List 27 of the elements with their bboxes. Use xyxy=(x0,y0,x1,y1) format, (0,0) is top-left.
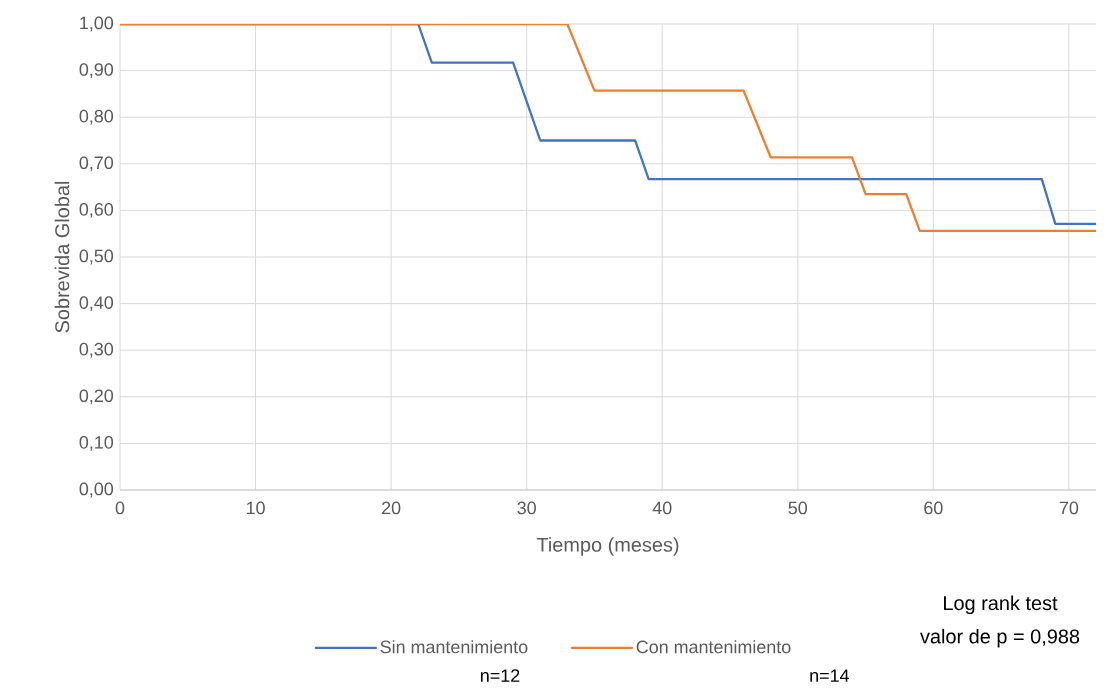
y-tick-label: 1,00 xyxy=(80,16,114,32)
y-tick-label: 0,60 xyxy=(79,202,114,218)
y-tick-label: 0,20 xyxy=(79,389,114,405)
y-tick-label: 0,30 xyxy=(79,342,114,358)
legend-label: Sin mantenimiento xyxy=(380,640,528,654)
x-axis-title: Tiempo (meses) xyxy=(536,537,679,556)
text: Log rank test xyxy=(944,595,1058,615)
x-tick-label: 30 xyxy=(517,501,536,515)
x-tick-label: 10 xyxy=(246,501,265,515)
text: n=14 xyxy=(810,669,850,682)
x-tick-label: 60 xyxy=(924,501,943,515)
x-tick-label: 40 xyxy=(652,501,672,515)
legend-label: Con mantenimiento xyxy=(636,640,791,654)
y-axis-title: Sobrevida Global xyxy=(54,181,70,333)
text: valor de p = 0,988 xyxy=(920,628,1080,648)
x-tick-label: 20 xyxy=(382,501,401,515)
y-tick-label: 0,10 xyxy=(79,435,114,451)
x-tick-label: 70 xyxy=(1059,501,1079,515)
x-tick-label: 0 xyxy=(115,501,125,515)
text: n=12 xyxy=(481,669,520,682)
y-tick-label: 0,90 xyxy=(79,63,114,78)
y-tick-label: 0,40 xyxy=(79,296,114,311)
y-tick-label: 0,50 xyxy=(79,249,114,265)
y-tick-label: 0,00 xyxy=(79,482,114,498)
y-tick-label: 0,80 xyxy=(79,109,114,125)
y-tick-label: 0,70 xyxy=(79,156,114,172)
x-tick-label: 50 xyxy=(788,501,808,515)
